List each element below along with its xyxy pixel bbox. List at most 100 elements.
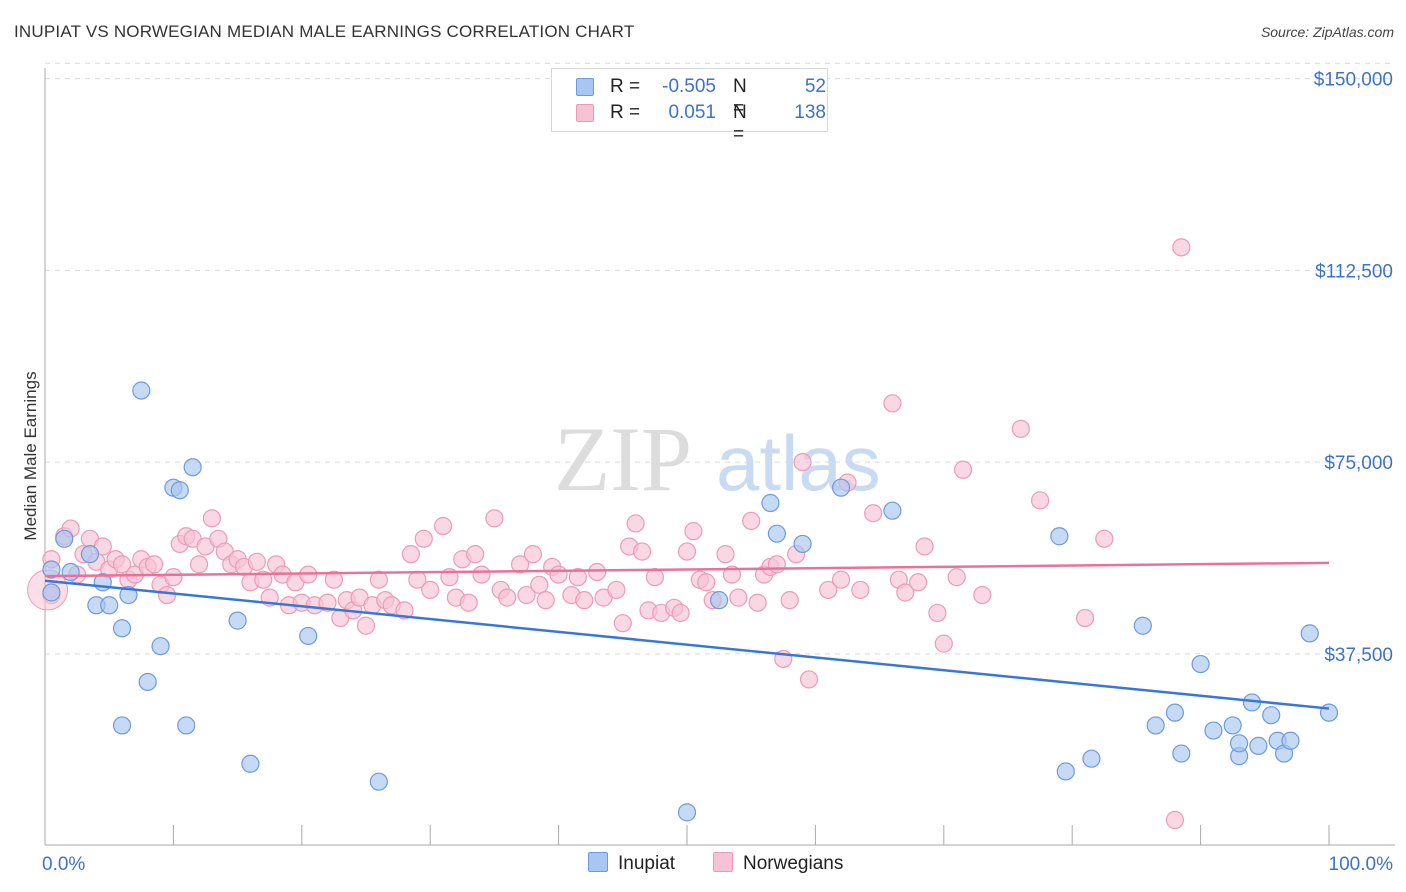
norwegians-point: [831, 570, 851, 589]
inupiat-point: [831, 478, 851, 497]
inupiat-point: [1191, 654, 1210, 674]
norwegians-point: [607, 580, 626, 600]
norwegians-point: [677, 542, 697, 561]
legend-r-label: R =: [610, 76, 641, 97]
series-legend: Inupiat Norwegians: [0, 850, 1406, 880]
inupiat-point: [1146, 716, 1165, 735]
norwegians-point: [767, 555, 786, 574]
y-tick-label: $75,000: [1324, 453, 1393, 474]
legend-label-norwegians: Norwegians: [743, 853, 844, 874]
norwegians-point: [799, 670, 819, 689]
inupiat-point: [183, 458, 202, 477]
watermark-zip: ZIP: [554, 408, 692, 510]
inupiat-point: [42, 583, 61, 602]
norwegians-trend-line: [44, 561, 1330, 578]
inupiat-point: [151, 637, 170, 656]
inupiat-point: [1056, 762, 1075, 781]
y-axis-title: Median Male Earnings: [21, 371, 40, 540]
norwegians-point: [414, 529, 433, 548]
inupiat-legend-swatch: [588, 852, 608, 872]
inupiat-point: [61, 562, 80, 582]
correlation-legend: R = -0.505 N = 52 R = 0.051 N = 138: [551, 68, 828, 145]
norwegians-point: [517, 585, 536, 605]
norwegians-swatch: [576, 104, 594, 122]
norwegians-point: [909, 573, 928, 592]
inupiat-point: [1204, 721, 1223, 740]
norwegians-point: [947, 568, 966, 587]
inupiat-point: [1230, 734, 1249, 753]
axes: [44, 68, 1395, 846]
norwegians-point: [157, 585, 177, 605]
inupiat-point: [80, 545, 100, 564]
y-tick-label: $112,500: [1315, 261, 1393, 282]
y-tick-label: $37,500: [1324, 645, 1393, 666]
norwegians-point: [1165, 810, 1185, 830]
norwegians-point: [626, 514, 645, 533]
inupiat-point: [299, 626, 318, 646]
norwegians-points: [27, 238, 1191, 830]
axis-labels: $37,500 $75,000 $112,500 $150,000 0.0% 100.0%…: [21, 70, 1393, 875]
norwegians-point: [401, 545, 421, 564]
norwegians-point: [369, 570, 388, 589]
norwegians-point: [722, 565, 742, 584]
norwegians-point: [510, 555, 530, 574]
norwegians-point: [247, 552, 266, 571]
inupiat-point: [112, 619, 132, 638]
norwegians-point: [421, 580, 440, 600]
norwegians-point: [549, 565, 568, 584]
norwegians-point: [953, 460, 973, 479]
legend-item-inupiat[interactable]: Inupiat: [588, 852, 675, 875]
norwegians-point: [1075, 608, 1095, 628]
inupiat-point: [1133, 616, 1152, 635]
norwegians-point: [485, 509, 504, 528]
norwegians-point: [697, 573, 716, 592]
inupiat-points: [42, 381, 1339, 822]
inupiat-point: [883, 501, 902, 520]
norwegians-point: [498, 588, 517, 607]
legend-n-value-inupiat: 52: [804, 76, 826, 97]
inupiat-point: [42, 560, 61, 579]
norwegians-point: [395, 601, 414, 620]
legend-item-norwegians[interactable]: Norwegians: [713, 852, 843, 875]
inupiat-point: [1050, 527, 1069, 546]
norwegians-point: [1172, 238, 1191, 257]
norwegians-point: [684, 522, 703, 541]
norwegians-point: [324, 570, 343, 589]
inupiat-point: [119, 585, 138, 605]
norwegians-point: [164, 568, 183, 587]
inupiat-trend-line: [44, 579, 1330, 710]
norwegians-point: [459, 593, 478, 612]
inupiat-point: [767, 524, 786, 543]
legend-n-label: N =: [733, 102, 747, 145]
norwegians-point: [780, 591, 799, 610]
inupiat-point: [1249, 736, 1268, 755]
inupiat-point: [1172, 744, 1191, 763]
norwegians-point: [112, 555, 132, 574]
legend-n-label: N =: [733, 76, 747, 119]
inupiat-point: [55, 529, 74, 548]
source-label: Source: ZipAtlas.com: [1260, 24, 1394, 40]
norwegians-point: [254, 570, 273, 589]
inupiat-point: [1223, 716, 1242, 735]
chart-title: INUPIAT VS NORWEGIAN MEDIAN MALE EARNING…: [14, 22, 635, 41]
norwegians-point: [716, 545, 735, 564]
norwegians-point: [742, 511, 761, 531]
norwegians-point: [1030, 491, 1050, 510]
norwegians-point: [896, 583, 915, 602]
norwegians-point: [189, 555, 209, 574]
watermark: ZIP atlas: [554, 408, 881, 510]
norwegians-point: [915, 537, 934, 556]
norwegians-point: [748, 593, 767, 612]
inupiat-point: [112, 716, 132, 735]
norwegians-point: [588, 562, 607, 582]
y-tick-label: $150,000: [1314, 70, 1393, 91]
norwegians-point: [536, 591, 555, 610]
norwegians-point: [928, 603, 947, 623]
legend-r-value-inupiat: -0.505: [662, 76, 716, 97]
norwegians-point: [793, 453, 812, 472]
inupiat-point: [761, 493, 780, 513]
norwegians-point: [433, 516, 453, 536]
trend-lines: [44, 561, 1330, 710]
norwegians-legend-swatch: [713, 852, 733, 872]
inupiat-point: [170, 481, 189, 500]
